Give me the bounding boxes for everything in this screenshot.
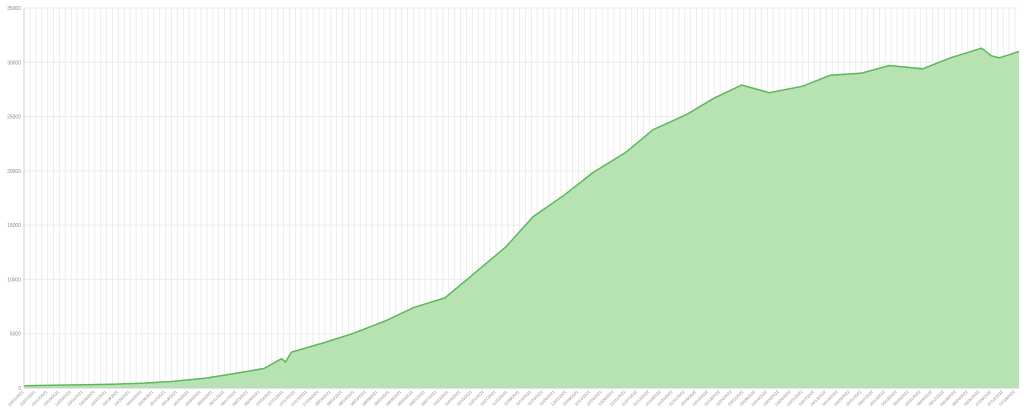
y-tick-label: 10000 (7, 277, 21, 283)
axis-layer (23, 8, 1019, 389)
y-tick-label: 25000 (7, 115, 21, 121)
y-tick-label: 30000 (7, 60, 21, 66)
area-layer (23, 47, 1020, 388)
series-line (23, 47, 1020, 387)
y-tick-label: 0 (18, 386, 21, 392)
x-axis-ticks: 03/01/202103/07/202103/13/202103/19/2021… (7, 389, 1016, 407)
series-area-fill (24, 48, 1019, 388)
y-tick-label: 15000 (7, 223, 21, 229)
y-tick-label: 35000 (7, 6, 21, 12)
y-axis-ticks: 0 5000 10000 15000 20000 25000 30000 35000 (7, 6, 21, 392)
y-tick-label: 5000 (10, 332, 21, 338)
y-tick-label: 20000 (7, 169, 21, 175)
